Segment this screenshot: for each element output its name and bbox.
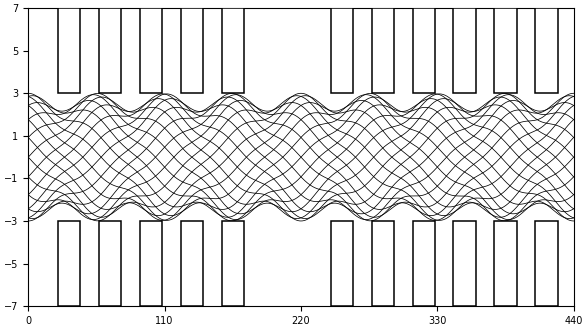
Bar <box>413 221 435 306</box>
Bar <box>330 8 353 93</box>
Bar <box>535 8 558 93</box>
Bar <box>494 8 517 93</box>
Bar <box>222 8 244 93</box>
Bar <box>99 8 122 93</box>
Bar <box>453 8 475 93</box>
Bar <box>181 8 203 93</box>
Bar <box>535 221 558 306</box>
Bar <box>330 221 353 306</box>
Bar <box>99 221 122 306</box>
Bar <box>58 8 80 93</box>
Bar <box>58 221 80 306</box>
Bar <box>494 221 517 306</box>
Bar <box>181 221 203 306</box>
Bar <box>372 221 394 306</box>
Bar <box>140 8 162 93</box>
Bar <box>372 8 394 93</box>
Bar <box>453 221 475 306</box>
Bar <box>140 221 162 306</box>
Bar <box>222 221 244 306</box>
Bar <box>413 8 435 93</box>
